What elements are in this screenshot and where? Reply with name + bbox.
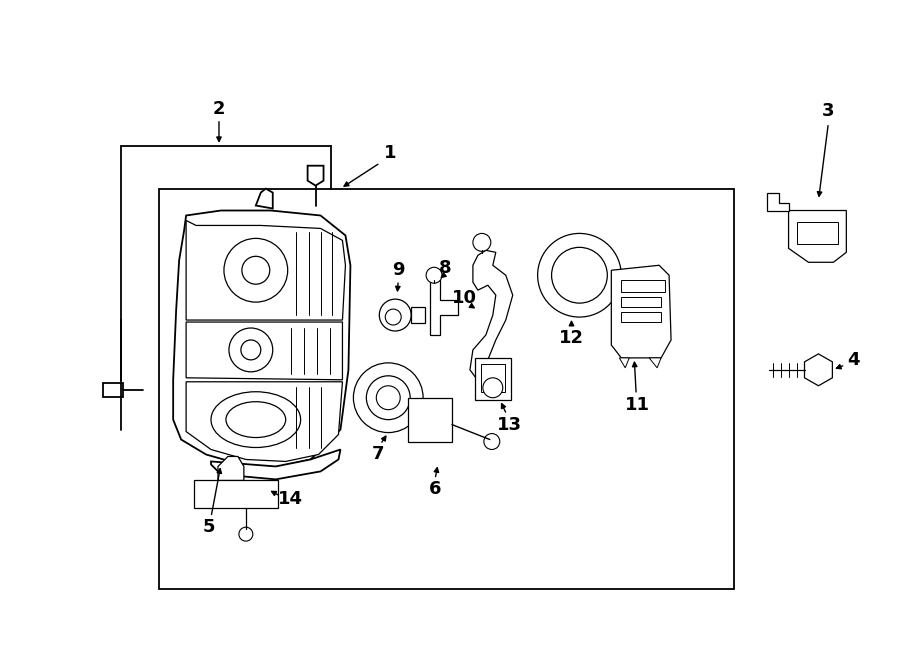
Circle shape bbox=[241, 340, 261, 360]
Circle shape bbox=[537, 233, 621, 317]
Circle shape bbox=[366, 376, 410, 420]
Text: 10: 10 bbox=[453, 289, 477, 307]
Ellipse shape bbox=[211, 392, 301, 447]
Text: 11: 11 bbox=[625, 396, 650, 414]
Circle shape bbox=[379, 299, 411, 331]
Text: 7: 7 bbox=[372, 446, 384, 463]
Bar bbox=[621, 312, 662, 322]
Bar bbox=[475, 358, 510, 400]
Polygon shape bbox=[430, 280, 458, 335]
Bar bbox=[159, 188, 733, 589]
Bar bbox=[621, 280, 665, 292]
Polygon shape bbox=[649, 358, 662, 368]
Text: 4: 4 bbox=[847, 351, 860, 369]
Circle shape bbox=[354, 363, 423, 432]
Text: 3: 3 bbox=[823, 102, 834, 120]
Circle shape bbox=[238, 527, 253, 541]
Bar bbox=[796, 223, 839, 245]
Text: 1: 1 bbox=[384, 143, 397, 162]
Bar bbox=[621, 297, 662, 307]
Polygon shape bbox=[186, 382, 343, 461]
Text: 9: 9 bbox=[392, 261, 404, 279]
Polygon shape bbox=[186, 322, 343, 380]
Polygon shape bbox=[470, 251, 513, 378]
Text: 13: 13 bbox=[497, 416, 522, 434]
Text: 2: 2 bbox=[212, 100, 225, 118]
Bar bbox=[409, 398, 452, 442]
Circle shape bbox=[483, 378, 503, 398]
Polygon shape bbox=[104, 383, 123, 397]
Polygon shape bbox=[173, 210, 350, 467]
Polygon shape bbox=[186, 221, 346, 320]
Polygon shape bbox=[411, 307, 425, 323]
Polygon shape bbox=[788, 210, 846, 262]
Polygon shape bbox=[256, 188, 273, 208]
Bar bbox=[481, 364, 505, 392]
Polygon shape bbox=[211, 449, 340, 479]
Text: 12: 12 bbox=[559, 329, 584, 347]
Text: 6: 6 bbox=[428, 481, 441, 498]
Polygon shape bbox=[308, 166, 323, 186]
Polygon shape bbox=[619, 358, 629, 368]
Circle shape bbox=[224, 239, 288, 302]
Text: 8: 8 bbox=[438, 259, 451, 277]
Circle shape bbox=[376, 386, 400, 410]
Circle shape bbox=[552, 247, 608, 303]
Circle shape bbox=[229, 328, 273, 372]
Circle shape bbox=[472, 233, 490, 251]
Circle shape bbox=[484, 434, 500, 449]
Ellipse shape bbox=[226, 402, 285, 438]
Circle shape bbox=[385, 309, 401, 325]
Circle shape bbox=[242, 256, 270, 284]
Polygon shape bbox=[611, 265, 671, 358]
Bar bbox=[194, 481, 278, 508]
Text: 14: 14 bbox=[278, 490, 303, 508]
Polygon shape bbox=[767, 192, 788, 210]
Circle shape bbox=[426, 267, 442, 283]
Polygon shape bbox=[805, 354, 832, 386]
Text: 5: 5 bbox=[202, 518, 215, 536]
Polygon shape bbox=[218, 457, 244, 481]
